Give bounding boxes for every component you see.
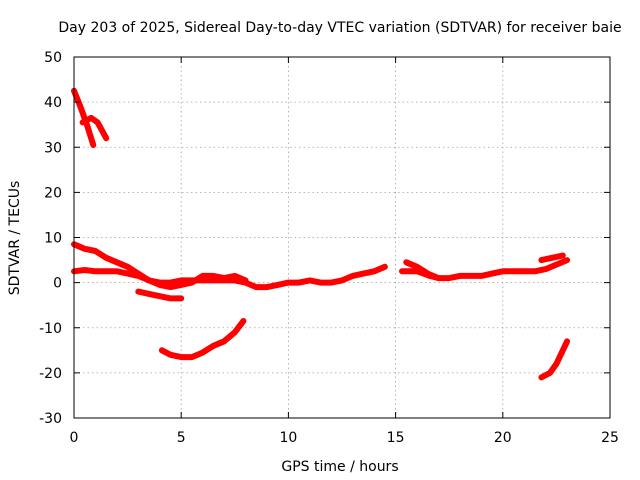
series-trace-6: [158, 318, 247, 361]
tick-labels: 0 5 10 15 20 25 -30 -20 -10 0 10 20 30 40 50: [39, 50, 619, 446]
x-tick-label: 10: [279, 430, 297, 446]
x-tick-label: 0: [70, 430, 79, 446]
series-trace-8: [403, 259, 442, 282]
y-tick-label: 0: [53, 276, 62, 292]
series-trace-1: [71, 87, 97, 148]
chart-title: Day 203 of 2025, Sidereal Day-to-day VTE…: [58, 20, 621, 36]
series-trace-5: [135, 288, 185, 302]
y-axis-label: SDTVAR / TECUs: [7, 181, 23, 296]
y-tick-label: -20: [39, 366, 62, 382]
x-tick-label: 20: [494, 430, 512, 446]
grid: [74, 57, 610, 418]
series-trace-10: [538, 338, 571, 381]
x-axis-label: GPS time / hours: [281, 459, 398, 475]
series-layer: [71, 87, 571, 381]
y-tick-label: 30: [44, 140, 62, 156]
y-tick-label: 20: [44, 185, 62, 201]
x-tick-label: 15: [387, 430, 405, 446]
y-tick-label: 50: [44, 50, 62, 66]
y-tick-label: 10: [44, 231, 62, 247]
y-tick-label: 40: [44, 95, 62, 111]
series-trace-9: [538, 252, 566, 264]
y-tick-label: -10: [39, 321, 62, 337]
y-tick-label: -30: [39, 411, 62, 427]
series-trace-2: [79, 114, 110, 142]
x-tick-label: 25: [601, 430, 619, 446]
series-trace-4: [71, 263, 388, 291]
x-tick-label: 5: [177, 430, 186, 446]
ticks: [73, 56, 611, 419]
